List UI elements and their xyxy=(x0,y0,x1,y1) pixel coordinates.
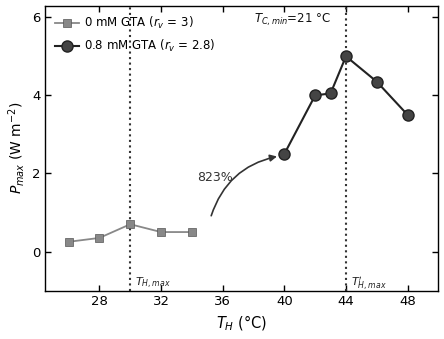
0.8 mM GTA ($r_{v}$ = 2.8) xyxy=(405,113,410,117)
0 mM GTA ($r_{v}$ = 3) xyxy=(159,230,164,234)
0.8 mM GTA ($r_{v}$ = 2.8) xyxy=(328,92,333,96)
0 mM GTA ($r_{v}$ = 3) xyxy=(66,240,71,244)
Y-axis label: $P_{max}$ (W m$^{-2}$): $P_{max}$ (W m$^{-2}$) xyxy=(6,102,27,194)
Text: 823%: 823% xyxy=(197,171,233,184)
0.8 mM GTA ($r_{v}$ = 2.8) xyxy=(281,152,287,156)
0 mM GTA ($r_{v}$ = 3) xyxy=(189,230,194,234)
0.8 mM GTA ($r_{v}$ = 2.8) xyxy=(343,54,349,58)
Line: 0 mM GTA ($r_{v}$ = 3): 0 mM GTA ($r_{v}$ = 3) xyxy=(64,220,196,246)
Text: $T_{H,max}$: $T_{H,max}$ xyxy=(135,276,170,291)
Text: $T^{\prime}_{H,max}$: $T^{\prime}_{H,max}$ xyxy=(351,276,386,293)
Legend: 0 mM GTA ($r_{v}$ = 3), 0.8 mM GTA ($r_{v}$ = 2.8): 0 mM GTA ($r_{v}$ = 3), 0.8 mM GTA ($r_{… xyxy=(52,12,219,58)
Line: 0.8 mM GTA ($r_{v}$ = 2.8): 0.8 mM GTA ($r_{v}$ = 2.8) xyxy=(279,51,413,160)
Text: $T_{C,min}$=21 °C: $T_{C,min}$=21 °C xyxy=(254,12,330,28)
X-axis label: $T_{H}$ (°C): $T_{H}$ (°C) xyxy=(216,314,268,334)
0.8 mM GTA ($r_{v}$ = 2.8) xyxy=(374,80,380,84)
0.8 mM GTA ($r_{v}$ = 2.8) xyxy=(313,93,318,97)
0 mM GTA ($r_{v}$ = 3) xyxy=(97,236,102,240)
0 mM GTA ($r_{v}$ = 3) xyxy=(127,222,133,226)
